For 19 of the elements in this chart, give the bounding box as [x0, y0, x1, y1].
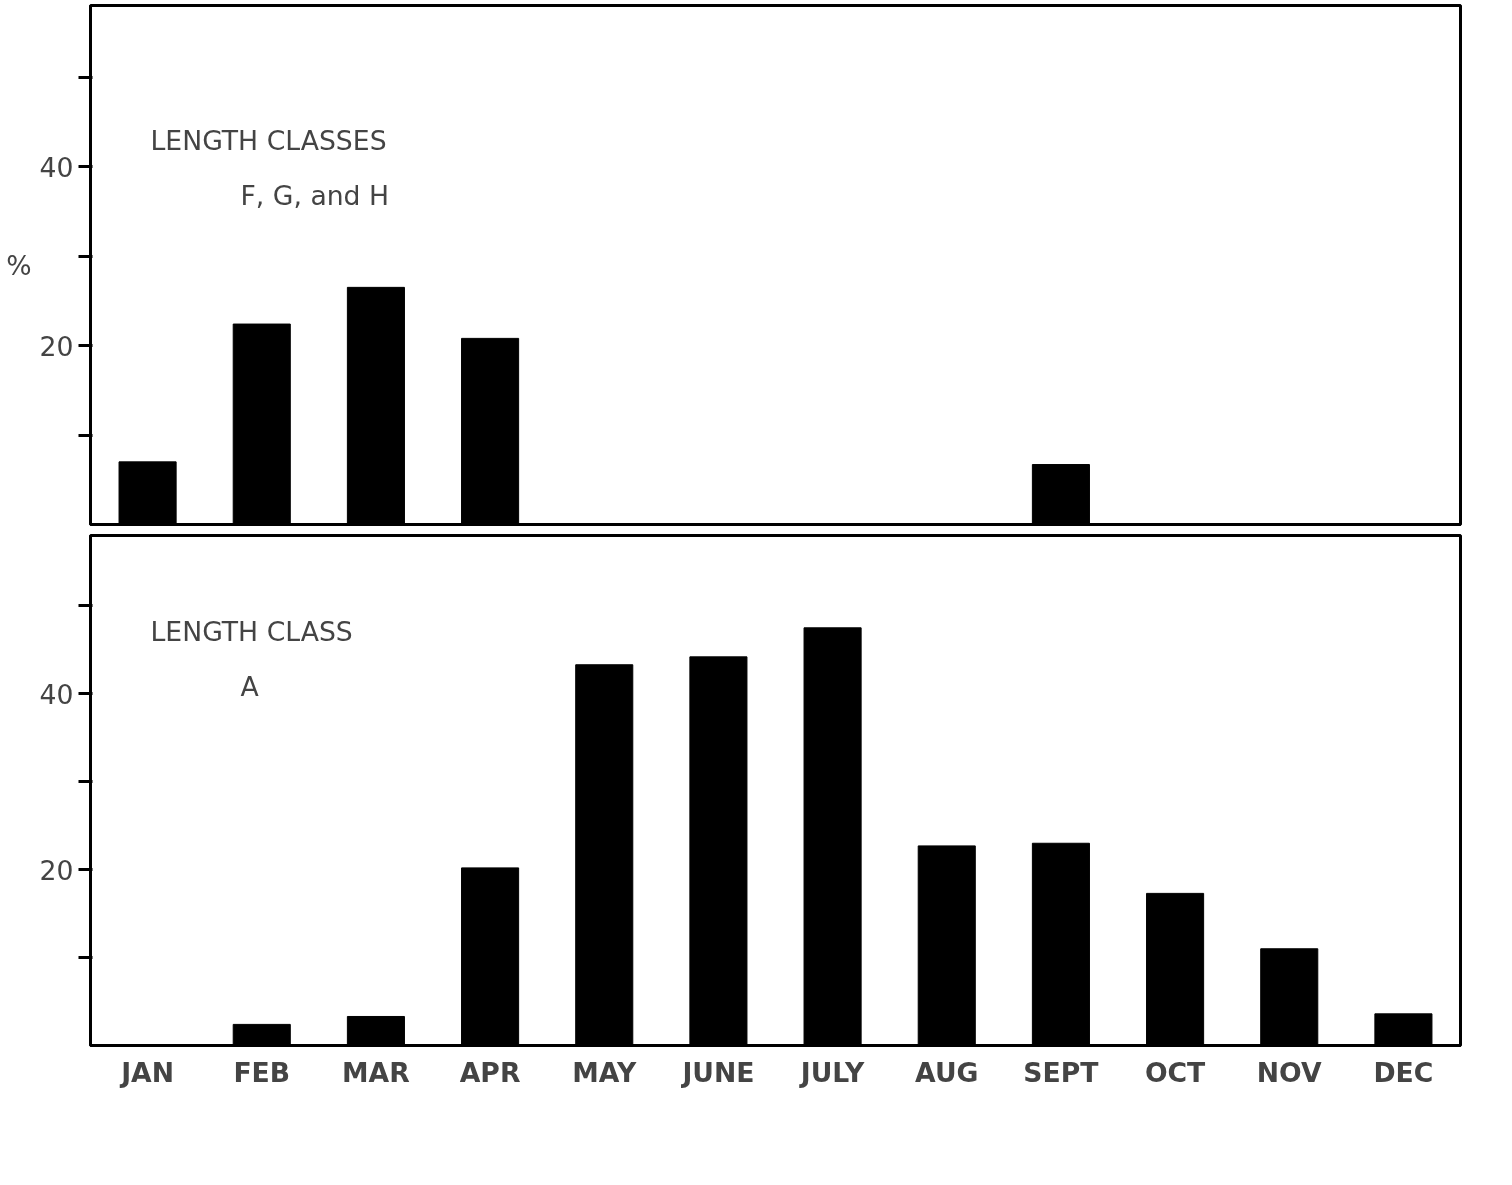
text: LENGTH CLASSES F, G, and H [150, 124, 390, 211]
x-tick-label: JAN [119, 1056, 175, 1088]
x-tick-label: NOV [1256, 1056, 1323, 1088]
x-tick-label: FEB [233, 1056, 291, 1088]
y-axis-title: % [6, 249, 32, 281]
x-tick-label: SEPT [1023, 1056, 1100, 1088]
y-tick-label: 20 [39, 854, 74, 886]
y-tick-label: 20 [39, 330, 74, 362]
x-tick-label: DEC [1373, 1056, 1434, 1088]
x-tick-label: MAR [342, 1056, 410, 1088]
y-tick-label: 40 [39, 678, 74, 710]
x-tick-label: JUNE [680, 1056, 755, 1088]
x-tick-label: APR [459, 1056, 521, 1088]
x-tick-label: AUG [915, 1056, 979, 1088]
x-tick-label: MAY [572, 1056, 637, 1088]
x-tick-label: OCT [1144, 1056, 1207, 1088]
y-tick-label: 40 [39, 151, 74, 183]
x-tick-label: JULY [798, 1056, 866, 1088]
text: LENGTH CLASS A [150, 615, 353, 702]
